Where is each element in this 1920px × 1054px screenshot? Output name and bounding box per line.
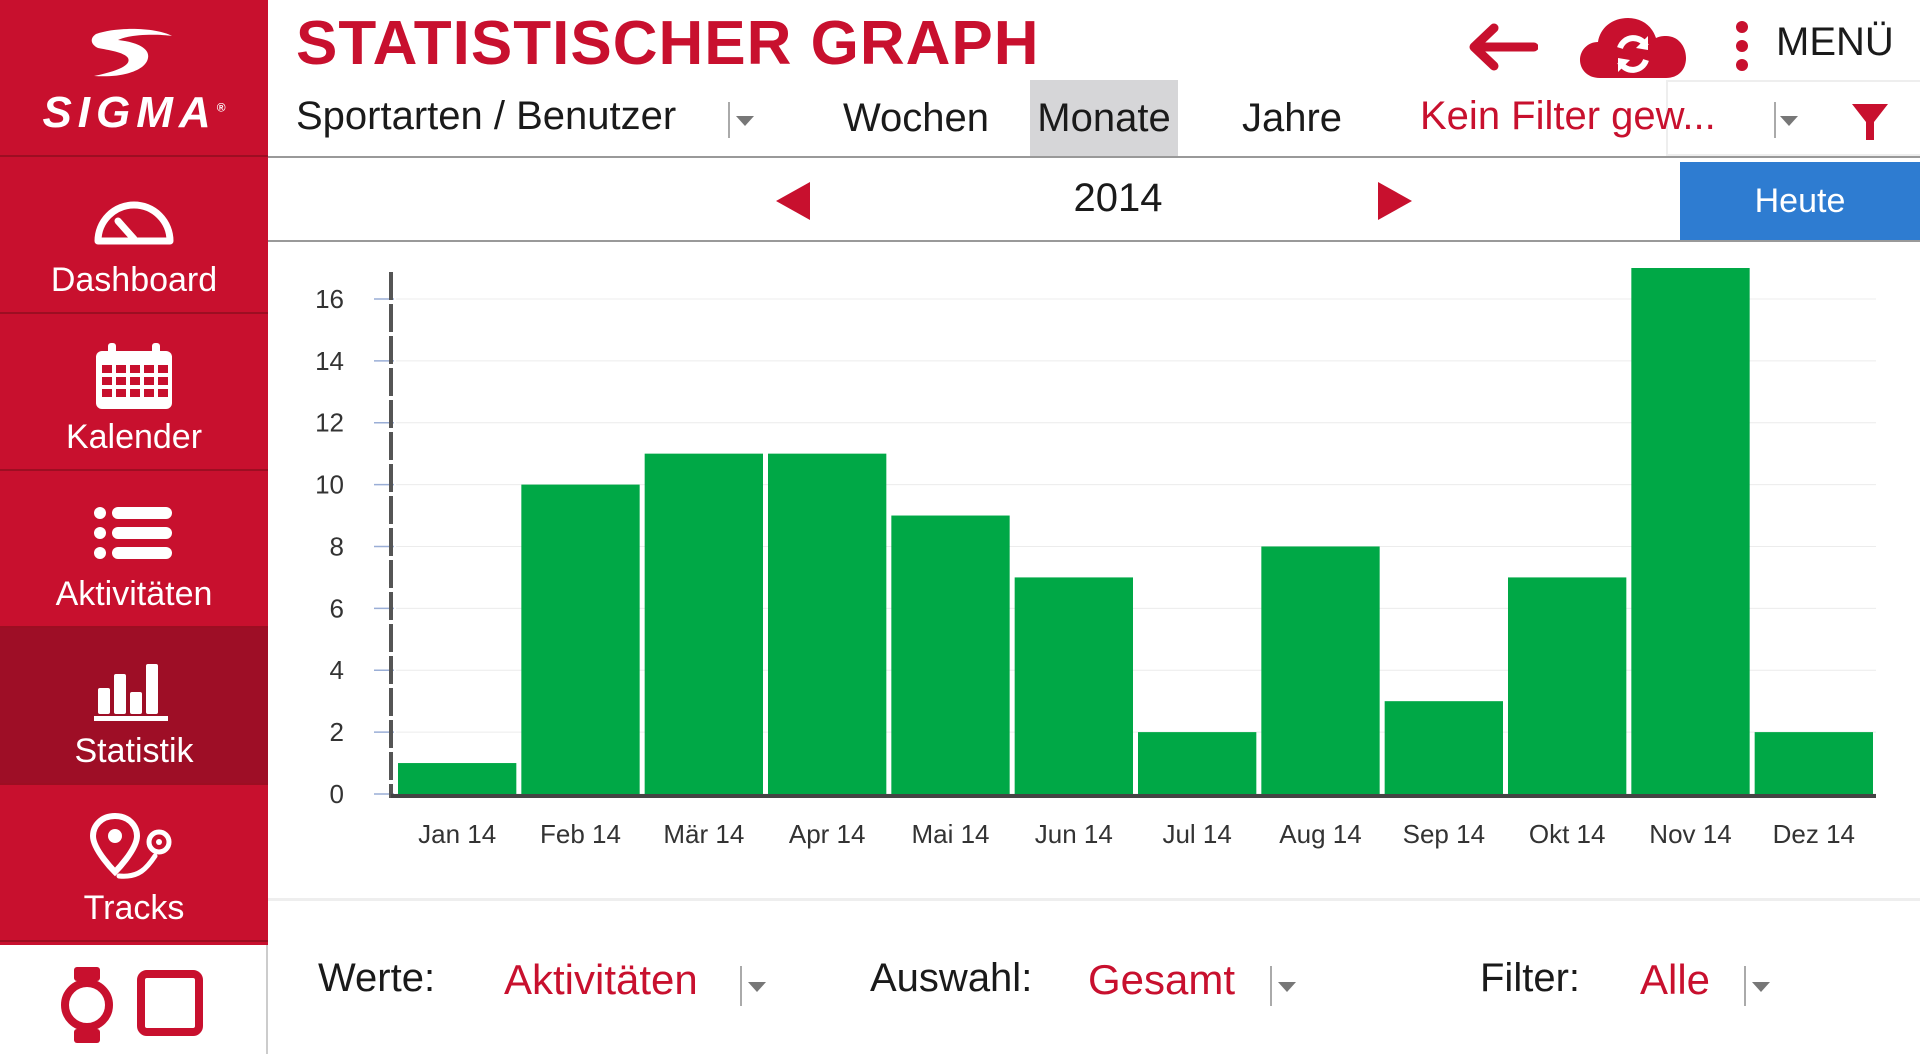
- funnel-icon[interactable]: [1850, 102, 1890, 142]
- bar: [644, 453, 763, 794]
- x-tick-label: Jul 14: [1162, 819, 1231, 849]
- chart-divider: [268, 898, 1920, 901]
- x-tick-label: Dez 14: [1773, 819, 1855, 849]
- dropdown-divider: [728, 102, 730, 138]
- sidebar-item-statistik[interactable]: Statistik: [0, 628, 268, 785]
- sidebar-item-aktivitaeten[interactable]: Aktivitäten: [0, 471, 268, 628]
- bar: [1754, 732, 1873, 794]
- y-tick-label: 0: [330, 779, 344, 809]
- more-vertical-icon[interactable]: [1734, 20, 1750, 72]
- device-selector[interactable]: [0, 945, 268, 1054]
- x-tick-label: Okt 14: [1529, 819, 1606, 849]
- sidebar-item-tracks[interactable]: Tracks: [0, 785, 268, 942]
- bar: [1508, 577, 1627, 794]
- filter-dropdown[interactable]: [1666, 80, 1920, 156]
- chevron-down-icon[interactable]: [748, 982, 766, 992]
- dropdown-divider: [740, 966, 742, 1006]
- sigma-logo: SIGMA®: [0, 0, 268, 157]
- y-tick-label: 2: [330, 717, 344, 747]
- bar: [768, 453, 887, 794]
- chevron-down-icon[interactable]: [1780, 116, 1798, 126]
- y-tick-label: 14: [315, 346, 344, 376]
- werte-dropdown[interactable]: Aktivitäten: [504, 956, 698, 1003]
- bar: [1631, 268, 1750, 794]
- tab-wochen[interactable]: Wochen: [842, 95, 989, 140]
- next-year-icon[interactable]: [1378, 182, 1412, 220]
- sidebar-item-label: Tracks: [83, 889, 185, 927]
- bike-computer-icon: [137, 970, 203, 1036]
- filter-label: Filter:: [1480, 956, 1580, 1000]
- x-tick-label: Nov 14: [1649, 819, 1731, 849]
- chevron-down-icon[interactable]: [736, 116, 754, 126]
- y-tick-label: 12: [315, 408, 344, 438]
- bar: [1261, 546, 1380, 794]
- y-tick-label: 8: [330, 531, 344, 561]
- auswahl-label: Auswahl:: [870, 956, 1033, 1000]
- bar-chart-icon: [0, 650, 268, 730]
- logo-text: SIGMA: [42, 88, 217, 137]
- year-navigator: 2014 Heute: [268, 160, 1920, 242]
- menu-button[interactable]: MENÜ: [1776, 20, 1894, 64]
- sidebar-item-label: Dashboard: [50, 261, 218, 299]
- filter-dropdown-value[interactable]: Kein Filter gew...: [1420, 94, 1716, 138]
- x-tick-label: Aug 14: [1279, 819, 1361, 849]
- sidebar-item-dashboard[interactable]: Dashboard: [0, 157, 268, 314]
- back-arrow-icon[interactable]: [1466, 22, 1538, 72]
- chevron-down-icon[interactable]: [1752, 982, 1770, 992]
- sidebar: SIGMA® Dashboard: [0, 0, 268, 1054]
- x-tick-label: Jan 14: [418, 819, 496, 849]
- tab-monate[interactable]: Monate: [1030, 80, 1178, 156]
- dropdown-divider: [1270, 966, 1272, 1006]
- previous-year-icon[interactable]: [776, 182, 810, 220]
- x-tick-label: Sep 14: [1403, 819, 1485, 849]
- list-icon: [0, 493, 268, 573]
- dropdown-divider: [1744, 966, 1746, 1006]
- bar: [1384, 701, 1503, 794]
- speedometer-icon: [0, 179, 268, 259]
- sigma-swoosh-icon: [91, 28, 172, 77]
- y-tick-label: 6: [330, 593, 344, 623]
- x-tick-label: Mär 14: [663, 819, 744, 849]
- y-tick-label: 16: [315, 284, 344, 314]
- tab-jahre[interactable]: Jahre: [1241, 95, 1343, 140]
- werte-label: Werte:: [318, 956, 436, 1000]
- sidebar-item-label: Kalender: [65, 418, 203, 456]
- x-tick-label: Apr 14: [789, 819, 866, 849]
- bar: [521, 484, 640, 794]
- watch-icon: [61, 967, 113, 1043]
- sidebar-item-label: Aktivitäten: [55, 575, 213, 613]
- sidebar-item-label: Statistik: [74, 732, 194, 770]
- sport-user-dropdown[interactable]: Sportarten / Benutzer: [296, 94, 677, 138]
- y-tick-label: 10: [315, 470, 344, 500]
- bar: [1138, 732, 1257, 794]
- x-tick-label: Mai 14: [911, 819, 989, 849]
- x-tick-label: Feb 14: [540, 819, 621, 849]
- filter-value-dropdown[interactable]: Alle: [1640, 956, 1711, 1003]
- auswahl-dropdown[interactable]: Gesamt: [1088, 956, 1236, 1003]
- y-tick-label: 4: [330, 655, 344, 685]
- bar: [891, 515, 1010, 794]
- sidebar-item-kalender[interactable]: Kalender: [0, 314, 268, 471]
- route-pin-icon: [0, 807, 268, 887]
- calendar-icon: [0, 336, 268, 416]
- today-button[interactable]: Heute: [1680, 162, 1920, 240]
- bar: [398, 763, 517, 794]
- current-year: 2014: [1073, 176, 1163, 220]
- chevron-down-icon[interactable]: [1278, 982, 1296, 992]
- cloud-sync-icon[interactable]: [1578, 14, 1688, 80]
- activity-bar-chart: 0 2 4 6 8 10 12 14 16 Jan 14 Feb 14 Mär 14 Apr 14 Mai…: [315, 268, 1876, 849]
- dropdown-divider: [1774, 102, 1776, 138]
- x-tick-label: Jun 14: [1035, 819, 1113, 849]
- registered-mark: ®: [216, 100, 226, 115]
- toolbar: Sportarten / Benutzer Wochen Monate Jahr…: [268, 78, 1920, 158]
- bar: [1014, 577, 1133, 794]
- page-title: STATISTISCHER GRAPH: [296, 9, 1040, 78]
